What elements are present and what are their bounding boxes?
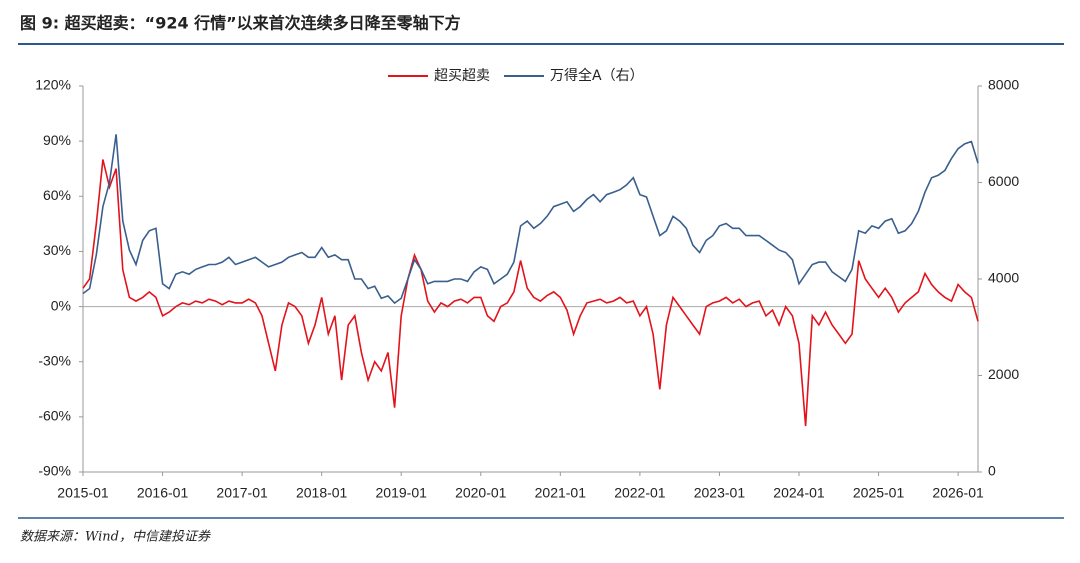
y-tick-label: -90%: [38, 463, 71, 479]
x-tick-label: 2019-01: [376, 485, 428, 501]
series-line: [82, 159, 979, 427]
y2-tick-label: 6000: [988, 173, 1019, 189]
legend-label: 万得全A（右）: [550, 67, 644, 84]
y2-tick-label: 0: [988, 463, 996, 479]
y-tick-label: 30%: [43, 242, 71, 258]
chart-title: 图 9: 超买超卖：“924 行情”以来首次连续多日降至零轴下方: [20, 14, 461, 33]
x-tick-label: 2021-01: [535, 485, 587, 501]
x-tick-label: 2015-01: [57, 485, 109, 501]
y2-tick-label: 4000: [988, 270, 1019, 286]
x-tick-label: 2026-01: [932, 485, 984, 501]
y-tick-label: 90%: [43, 132, 71, 148]
y-tick-label: -60%: [38, 408, 71, 424]
x-tick-label: 2017-01: [216, 485, 268, 501]
series-line: [82, 134, 979, 305]
y-tick-label: -30%: [38, 352, 71, 368]
y-tick-label: 120%: [35, 77, 71, 93]
x-tick-label: 2023-01: [694, 485, 746, 501]
x-tick-label: 2025-01: [853, 485, 905, 501]
y2-tick-label: 2000: [988, 366, 1019, 382]
y-tick-label: 60%: [43, 187, 71, 203]
y2-tick-label: 8000: [988, 77, 1019, 93]
y-tick-label: 0%: [51, 297, 71, 313]
x-tick-label: 2024-01: [773, 485, 825, 501]
x-tick-label: 2022-01: [614, 485, 666, 501]
x-tick-label: 2018-01: [296, 485, 348, 501]
x-tick-label: 2016-01: [137, 485, 189, 501]
source-note: 数据来源：Wind，中信建投证券: [20, 530, 211, 545]
legend-label: 超买超卖: [434, 68, 490, 84]
x-tick-label: 2020-01: [455, 485, 507, 501]
